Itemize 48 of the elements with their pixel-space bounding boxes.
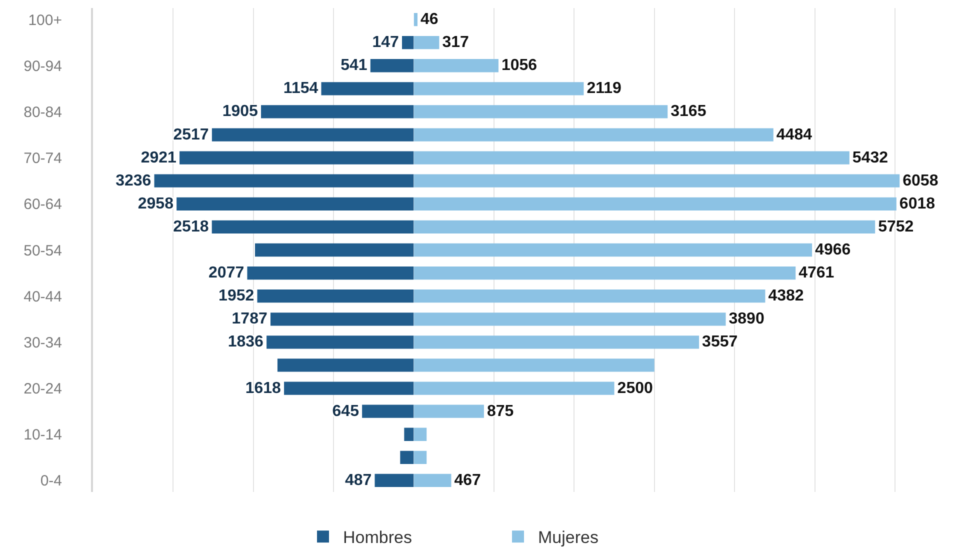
data-label: 1618	[245, 380, 282, 397]
y-tick-label: 20-24	[24, 380, 62, 398]
data-label: 4382	[768, 288, 804, 305]
y-tick-label: 60-64	[24, 196, 62, 214]
y-tick-label: 40-44	[24, 288, 62, 306]
data-label: 4761	[798, 264, 834, 282]
data-label: 5752	[878, 218, 914, 236]
data-label: 541	[340, 57, 368, 74]
data-label: 317	[442, 34, 470, 52]
y-tick-label: 70-74	[24, 150, 62, 168]
data-label: 46	[420, 11, 438, 28]
y-tick-label: 30-34	[24, 334, 62, 352]
data-label: 4484	[776, 126, 812, 144]
data-label: 147	[372, 34, 399, 52]
y-tick-label: 10-14	[24, 426, 62, 444]
data-label: 3890	[728, 310, 764, 328]
legend-label: Mujeres	[538, 528, 598, 548]
data-label: 2119	[586, 80, 622, 98]
data-label: 2517	[173, 126, 209, 144]
data-label: 6058	[902, 172, 938, 190]
data-label: 1154	[283, 80, 318, 98]
data-label: 5432	[852, 149, 888, 166]
data-label: 645	[332, 402, 360, 420]
y-tick-label: 90-94	[24, 58, 62, 75]
data-label: 1787	[232, 310, 268, 328]
y-tick-label: 0-4	[40, 472, 62, 490]
data-label: 875	[486, 402, 514, 420]
data-label: 1905	[222, 103, 258, 120]
data-label: 3557	[702, 334, 738, 351]
data-label: 2921	[140, 149, 177, 166]
y-tick-label: 80-84	[24, 104, 62, 121]
data-label: 6018	[899, 195, 936, 212]
data-label: 4966	[815, 242, 851, 258]
data-label: 1056	[501, 57, 538, 74]
data-label: 1836	[228, 334, 264, 351]
y-tick-label: 100+	[28, 12, 62, 29]
data-label: 487	[344, 472, 372, 489]
y-tick-label: 50-54	[24, 242, 62, 260]
data-label: 1952	[218, 288, 254, 305]
bar	[414, 12, 418, 26]
data-label: 2500	[617, 380, 653, 397]
legend-label: Hombres	[343, 528, 412, 548]
data-label: 2518	[173, 218, 209, 236]
data-label: 467	[454, 472, 482, 489]
data-label: 3165	[670, 103, 706, 120]
data-label: 2958	[138, 195, 174, 212]
data-label: 3236	[116, 172, 152, 190]
data-label: 2077	[208, 264, 244, 282]
